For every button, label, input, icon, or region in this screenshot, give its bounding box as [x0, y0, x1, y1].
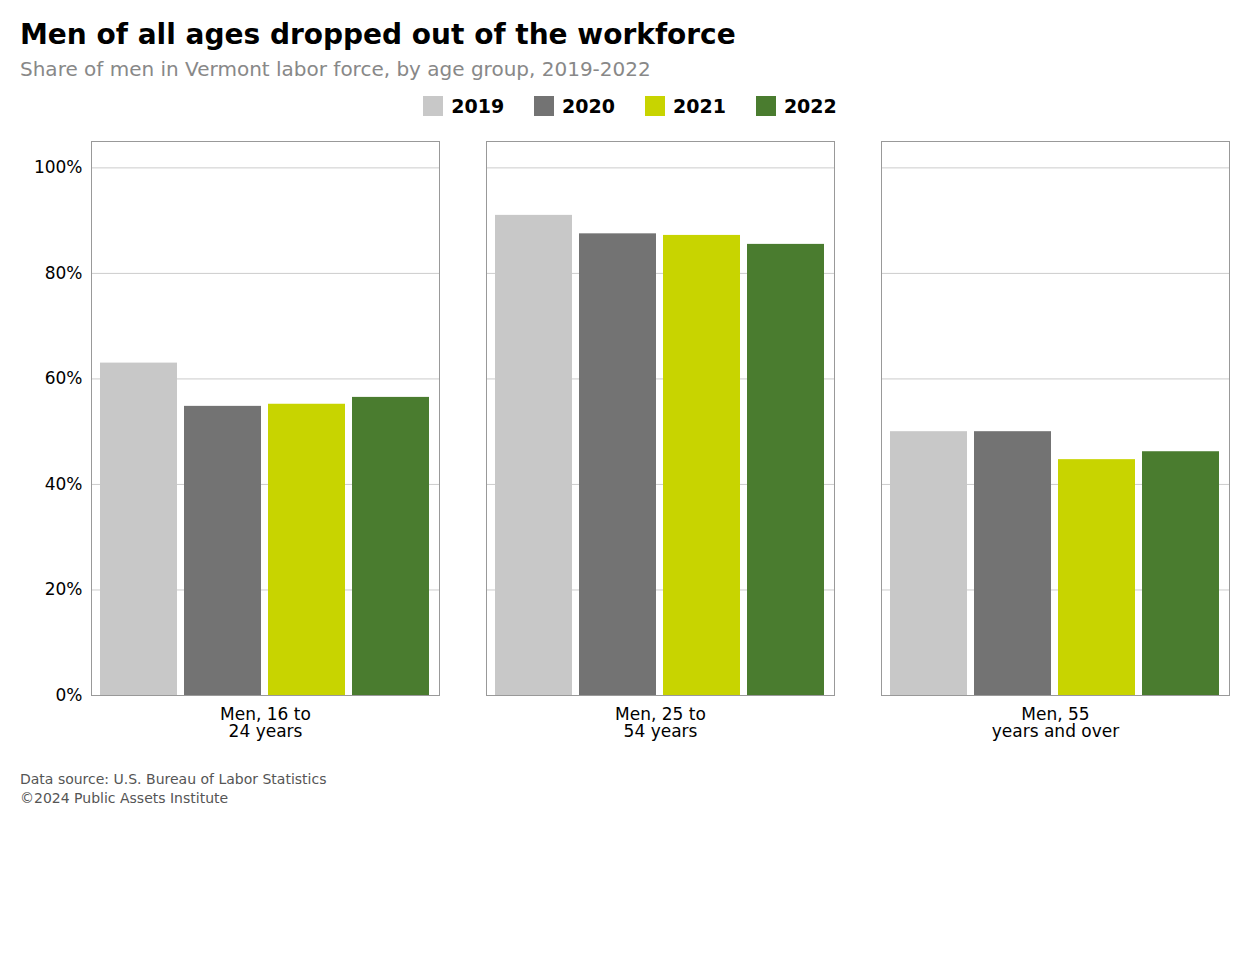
html-text:Men of all ages dropped out of: Men of all ages dropped out of the workf…: [20, 18, 736, 51]
html-text:2020: 2020: [562, 95, 615, 117]
svg-text:100%: 100%: [34, 157, 83, 177]
html-text:2019: 2019: [451, 95, 505, 117]
svg-text:20%: 20%: [45, 579, 83, 599]
html-text:©2024 Public Assets Institute: ©2024 Public Assets Institute: [20, 790, 229, 806]
html-text:Data source: U.S. Bureau of La: Data source: U.S. Bureau of Labor Statis…: [20, 771, 327, 787]
html-text:Share of men in Vermont labor: Share of men in Vermont labor force, by …: [20, 57, 651, 81]
svg-text:Men, 25 to54 years: Men, 25 to54 years: [615, 704, 706, 741]
svg-text:80%: 80%: [45, 263, 83, 283]
svg-text:40%: 40%: [45, 474, 83, 494]
svg-text:Men, 55years and over: Men, 55years and over: [992, 704, 1119, 741]
html-text:2021: 2021: [673, 95, 726, 117]
svg-text:Men, 16 to24 years: Men, 16 to24 years: [220, 704, 311, 741]
svg-text:0%: 0%: [56, 685, 83, 705]
html-text:2022: 2022: [783, 95, 837, 117]
svg-text:60%: 60%: [45, 368, 83, 388]
